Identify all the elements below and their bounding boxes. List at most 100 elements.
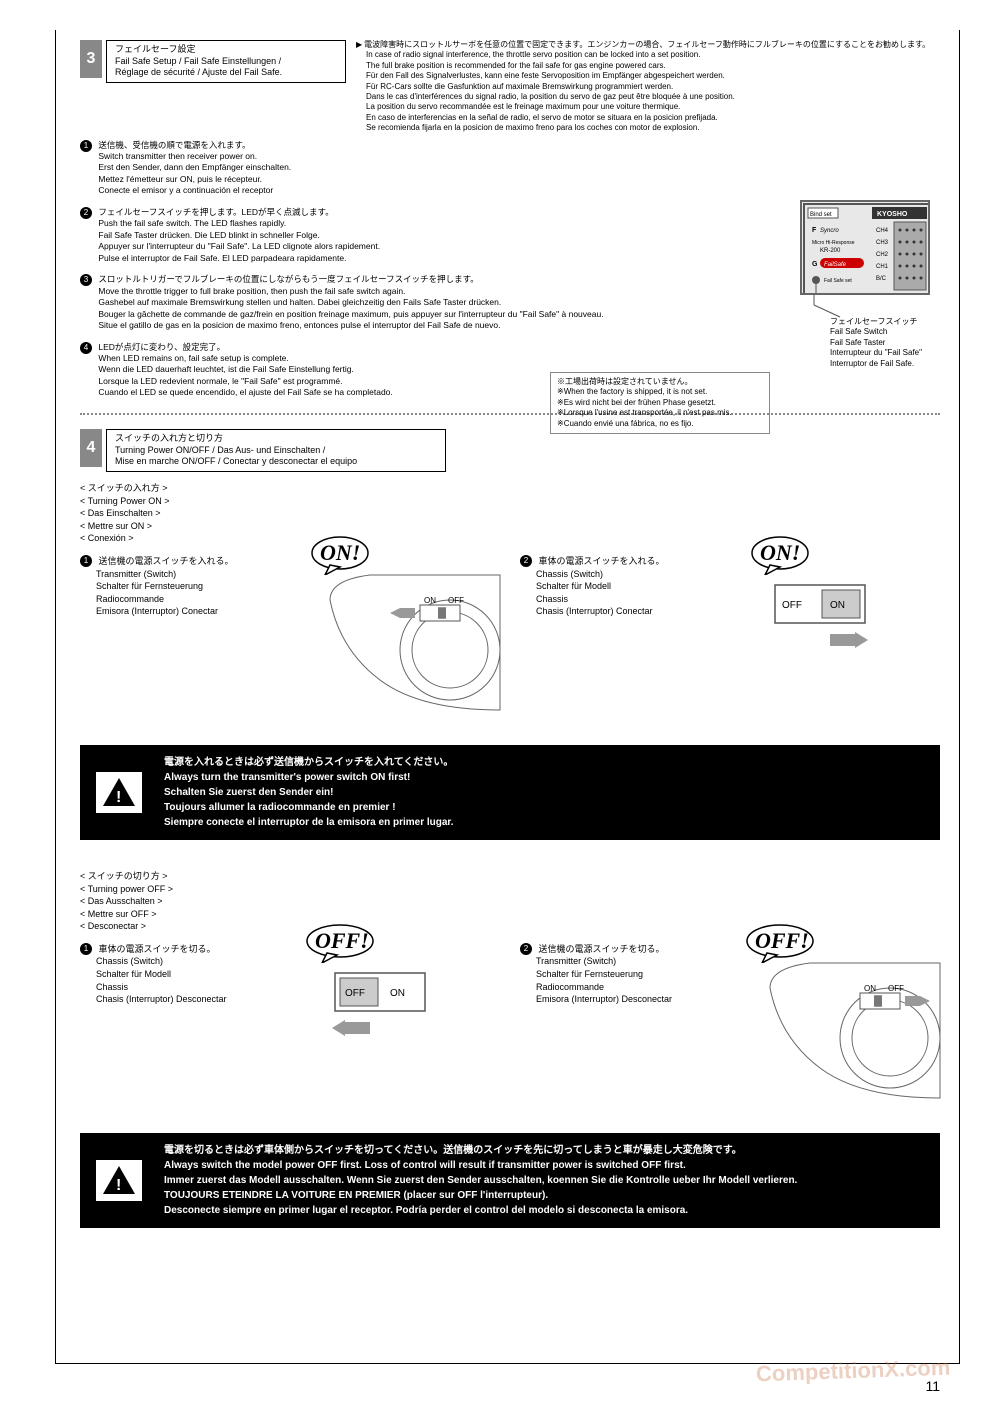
- s3-1-es: Conecte el emisor y a continuación el re…: [98, 185, 273, 195]
- svg-text:Micro Hi-Response: Micro Hi-Response: [812, 240, 855, 246]
- svg-text:CH1: CH1: [876, 264, 889, 270]
- off1-1: Schalter für Modell: [96, 969, 171, 979]
- off-step-num-2: 2: [520, 943, 532, 955]
- svg-text:KR-200: KR-200: [820, 248, 841, 254]
- s4-title-ml: Turning Power ON/OFF / Das Aus- und Eins…: [115, 445, 437, 468]
- svg-text:Fail Safe set: Fail Safe set: [824, 278, 852, 284]
- svg-text:OFF: OFF: [448, 596, 464, 605]
- section3-header: 3 フェイルセーフ設定 Fail Safe Setup / Fail Safe …: [80, 40, 940, 134]
- note-en: ※When the factory is shipped, it is not …: [557, 387, 763, 397]
- rl-en: Fail Safe Switch: [830, 327, 930, 337]
- off-bubble-2: OFF!: [755, 928, 809, 954]
- on1-0: Transmitter (Switch): [96, 569, 176, 579]
- onh-2: < Das Einschalten >: [80, 507, 940, 520]
- s3-3-de: Gashebel auf maximale Bremswirkung stell…: [98, 297, 501, 307]
- s3-intro-fr: Dans le cas d'interférences du signal ra…: [356, 92, 940, 113]
- s4-title-jp: スイッチの入れ方と切り方: [115, 433, 437, 445]
- onh-0: < スイッチの入れ方 >: [80, 482, 940, 495]
- offh-3: < Mettre sur OFF >: [80, 908, 940, 921]
- factory-note: ※工場出荷時は設定されていません。 ※When the factory is s…: [550, 372, 770, 434]
- on2-1: Schalter für Modell: [536, 581, 611, 591]
- svg-text:CH4: CH4: [876, 228, 889, 234]
- svg-text:CH3: CH3: [876, 240, 889, 246]
- onh-4: < Conexión >: [80, 532, 940, 545]
- won-3: Siempre conecte el interruptor de la emi…: [164, 815, 454, 830]
- receiver-label: フェイルセーフスイッチ Fail Safe Switch Fail Safe T…: [800, 317, 930, 369]
- on-step1-col: 1 送信機の電源スイッチを入れる。 Transmitter (Switch) S…: [80, 555, 500, 725]
- warning-off: 電源を切るときは必ず車体側からスイッチを切ってください。送信機のスイッチを先に切…: [80, 1133, 940, 1228]
- chassis-switch-off-icon: OFF ON: [330, 968, 450, 1068]
- off-bubble-1: OFF!: [315, 928, 369, 954]
- svg-text:ON: ON: [864, 984, 876, 993]
- svg-text:ON: ON: [830, 600, 845, 611]
- step-num-3: 3: [80, 274, 92, 286]
- won-0: Always turn the transmitter's power swit…: [164, 770, 454, 785]
- woff-3: Desconecte siempre en primer lugar el re…: [164, 1203, 797, 1218]
- woff-1: Immer zuerst das Modell ausschalten. Wen…: [164, 1173, 797, 1188]
- rl-de: Fail Safe Taster: [830, 338, 930, 348]
- on-step2-col: 2 車体の電源スイッチを入れる。 Chassis (Switch) Schalt…: [520, 555, 940, 725]
- s3-3-es: Situe el gatillo de gas en la posicion d…: [98, 320, 500, 330]
- rl-fr: Interrupteur du "Fail Safe": [830, 348, 930, 358]
- off-step1-col: 1 車体の電源スイッチを切る。 Chassis (Switch) Schalte…: [80, 943, 500, 1113]
- off-step-num-1: 1: [80, 943, 92, 955]
- s3-title-ml: Fail Safe Setup / Fail Safe Einstellunge…: [115, 56, 337, 79]
- divider: [80, 413, 940, 415]
- note-de: ※Es wird nicht bei der frühen Phase gese…: [557, 398, 763, 408]
- won-jp: 電源を入れるときは必ず送信機からスイッチを入れてください。: [164, 755, 454, 770]
- on-step-num-1: 1: [80, 555, 92, 567]
- offh-0: < スイッチの切り方 >: [80, 870, 940, 883]
- svg-text:CH2: CH2: [876, 252, 889, 258]
- receiver-icon: Bind set KYOSHO CH4 CH3 CH2 CH1 B/C F Sy…: [800, 200, 930, 295]
- warning-icon-2: [94, 1158, 144, 1203]
- note-es: ※Cuando envié una fábrica, no es fijo.: [557, 419, 763, 429]
- off1-3: Chasis (Interruptor) Desconectar: [96, 994, 227, 1004]
- off-step2-col: 2 送信機の電源スイッチを切る。 Transmitter (Switch) Sc…: [520, 943, 940, 1113]
- transmitter-base-icon: ON OFF: [320, 570, 510, 720]
- s3-step1: 1 送信機、受信機の順で電源を入れます。 Switch transmitter …: [80, 140, 940, 197]
- on2-0: Chassis (Switch): [536, 569, 603, 579]
- woff-0: Always switch the model power OFF first.…: [164, 1158, 797, 1173]
- s3-2-en: Push the fail safe switch. The LED flash…: [98, 218, 286, 228]
- svg-text:G: G: [812, 261, 818, 268]
- svg-text:F: F: [812, 227, 817, 234]
- s3-intro-jp: 電波障害時にスロットルサーボを任意の位置で固定できます。エンジンカーの場合、フェ…: [356, 40, 940, 50]
- svg-text:ON: ON: [390, 988, 405, 999]
- s3-4-es: Cuando el LED se quede encendido, el aju…: [98, 387, 392, 397]
- section3-title: フェイルセーフ設定 Fail Safe Setup / Fail Safe Ei…: [106, 40, 346, 83]
- svg-text:Bind set: Bind set: [810, 212, 832, 218]
- s3-intro-en: In case of radio signal interference, th…: [356, 50, 940, 71]
- svg-text:B/C: B/C: [876, 276, 887, 282]
- s3-2-es: Pulse el interruptor de Fail Safe. El LE…: [98, 253, 346, 263]
- off1-2: Chassis: [96, 982, 128, 992]
- receiver-diagram: Bind set KYOSHO CH4 CH3 CH2 CH1 B/C F Sy…: [800, 200, 930, 369]
- chassis-switch-icon: OFF ON: [770, 580, 890, 680]
- s3-3-fr: Bouger la gâchette de commande de gaz/fr…: [98, 309, 603, 319]
- offh-1: < Turning power OFF >: [80, 883, 940, 896]
- won-1: Schalten Sie zuerst den Sender ein!: [164, 785, 454, 800]
- rl-es: Interruptor de Fail Safe.: [830, 359, 930, 369]
- on1-jp: 送信機の電源スイッチを入れる。: [99, 556, 234, 566]
- on-bubble-2: ON!: [760, 540, 800, 566]
- off2-1: Schalter für Fernsteuerung: [536, 969, 643, 979]
- s3-4-de: Wenn die LED dauerhaft leuchtet, ist die…: [98, 364, 353, 374]
- power-on-section: < スイッチの入れ方 > < Turning Power ON > < Das …: [80, 482, 940, 725]
- watermark: CompetitionX.com: [755, 1355, 950, 1388]
- on2-jp: 車体の電源スイッチを入れる。: [539, 556, 665, 566]
- s3-2-de: Fail Safe Taster drücken. Die LED blinkt…: [98, 230, 319, 240]
- s3-1-en: Switch transmitter then receiver power o…: [98, 151, 257, 161]
- section4-title: スイッチの入れ方と切り方 Turning Power ON/OFF / Das …: [106, 429, 446, 472]
- s3-1-fr: Mettez l'émetteur sur ON, puis le récept…: [98, 174, 262, 184]
- step-num-2: 2: [80, 207, 92, 219]
- s3-2-jp: フェイルセーフスイッチを押します。LEDが早く点滅します。: [98, 207, 333, 217]
- onh-1: < Turning Power ON >: [80, 495, 940, 508]
- section3-intro: 電波障害時にスロットルサーボを任意の位置で固定できます。エンジンカーの場合、フェ…: [356, 40, 940, 134]
- svg-text:OFF: OFF: [888, 984, 904, 993]
- section4-num: 4: [80, 429, 102, 467]
- on1-2: Radiocommande: [96, 594, 164, 604]
- warning-icon: [94, 770, 144, 815]
- on-heading: < スイッチの入れ方 > < Turning Power ON > < Das …: [80, 482, 940, 545]
- transmitter-base-off-icon: ON OFF: [760, 958, 950, 1108]
- warning-on: 電源を入れるときは必ず送信機からスイッチを入れてください。 Always tur…: [80, 745, 940, 840]
- s3-2-fr: Appuyer sur l'interrupteur du "Fail Safe…: [98, 241, 380, 251]
